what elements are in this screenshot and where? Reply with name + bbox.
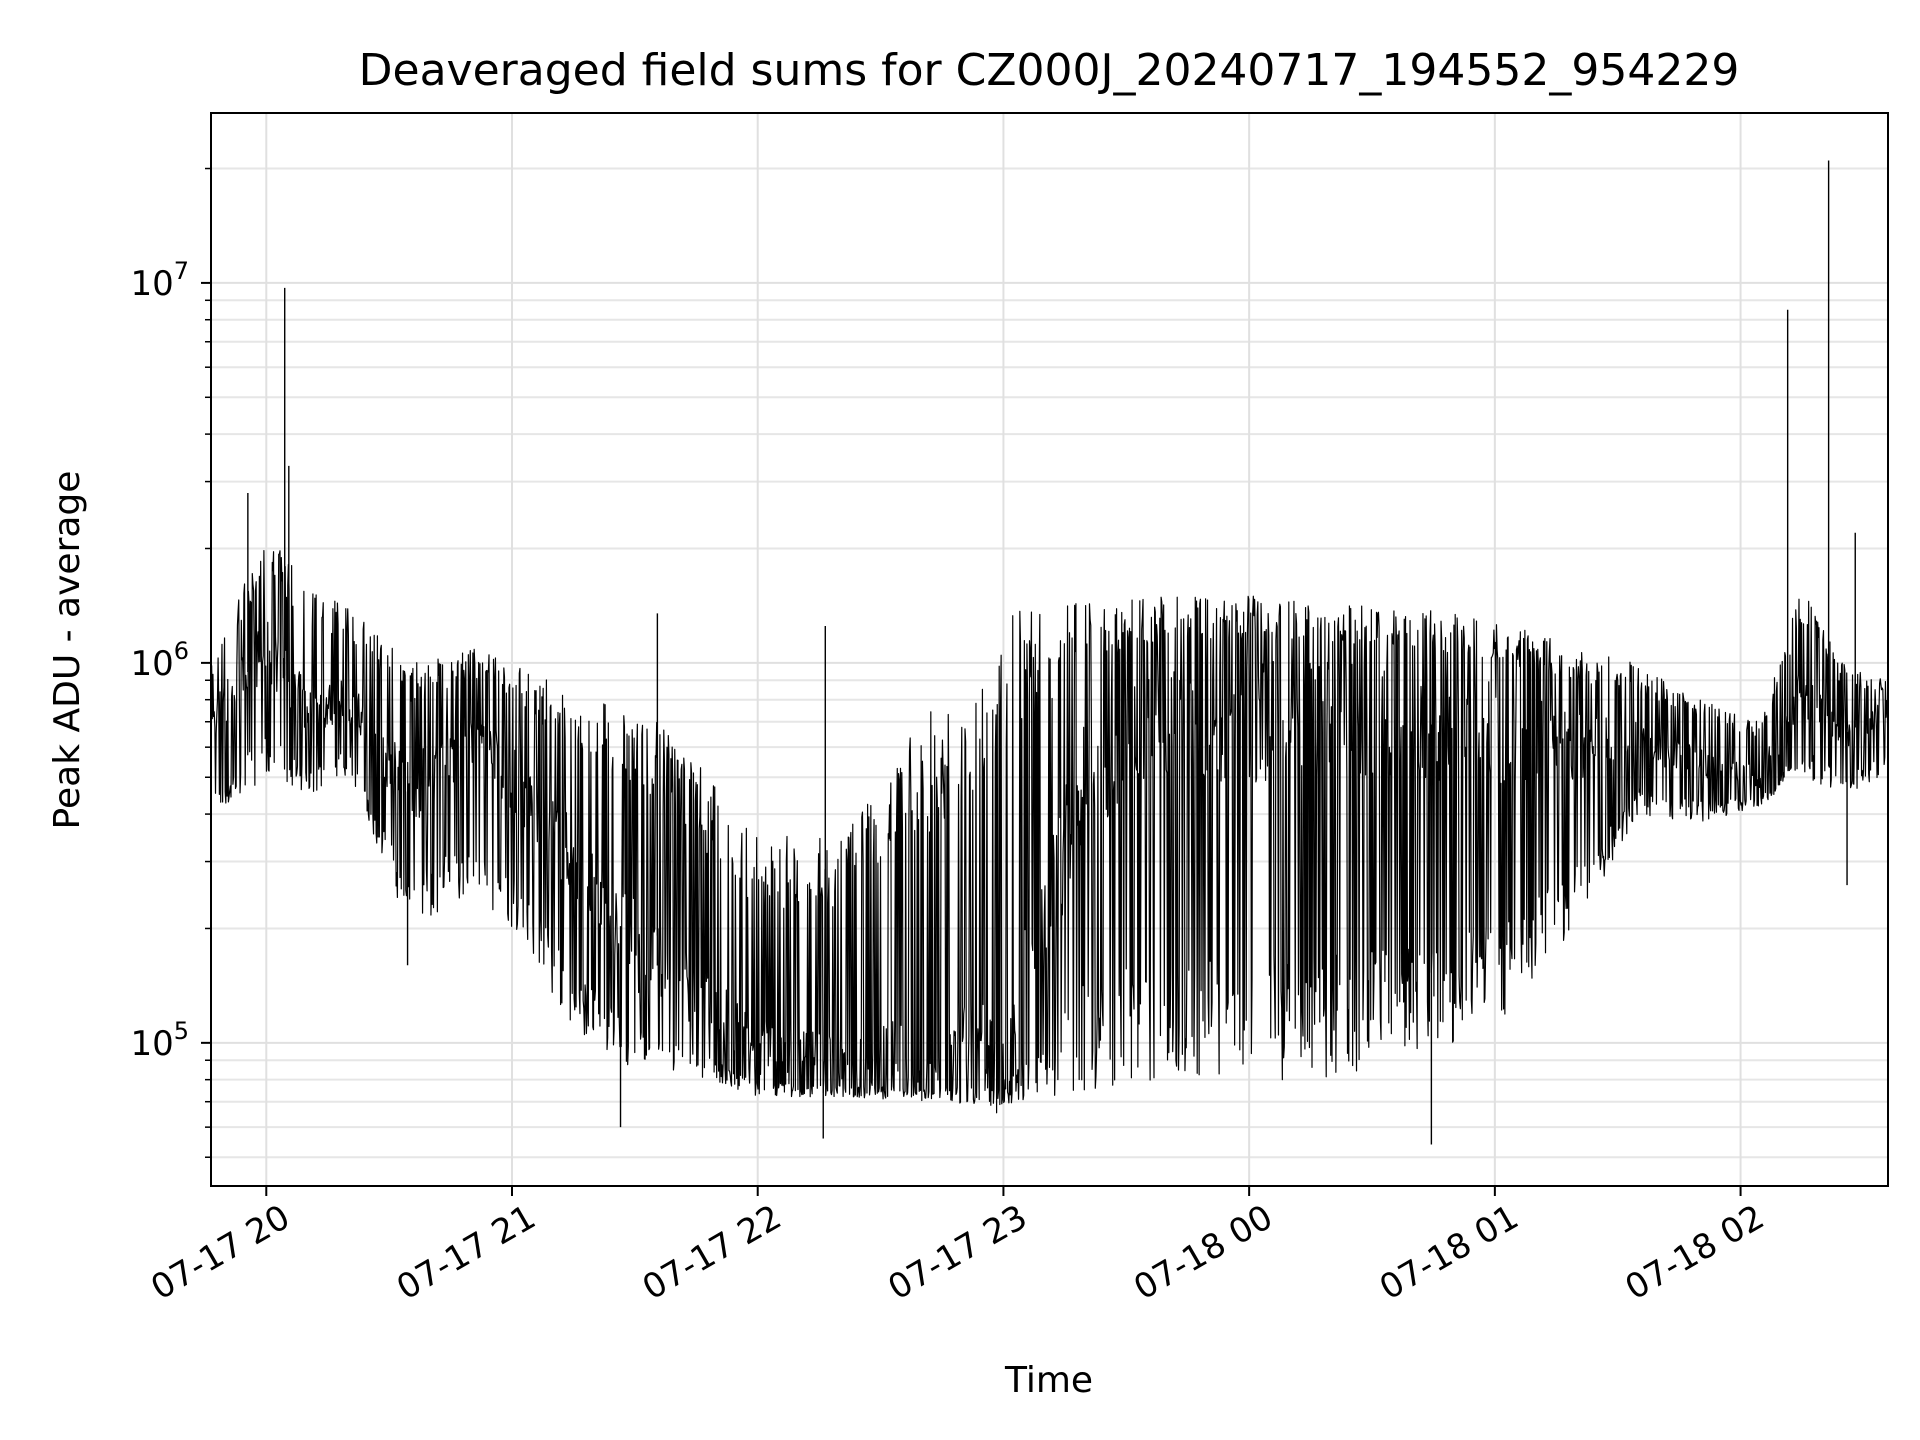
x-axis-label: Time <box>1004 1360 1093 1401</box>
y-tick-base: 10 <box>130 1024 173 1064</box>
series-layer <box>210 160 1889 1145</box>
series-line <box>210 550 1889 1114</box>
y-axis-label: Peak ADU - average <box>47 471 88 830</box>
chart-title: Deaveraged field sums for CZ000J_2024071… <box>359 45 1740 96</box>
y-tick-label: 106 <box>130 637 189 684</box>
plot-frame <box>210 112 1889 1187</box>
y-tick-exponent: 5 <box>174 1017 189 1045</box>
y-tick-exponent: 6 <box>174 637 189 665</box>
y-tick-base: 10 <box>130 264 173 304</box>
y-tick-label: 105 <box>130 1017 189 1064</box>
y-tick-label: 107 <box>130 257 189 304</box>
y-tick-exponent: 7 <box>174 257 189 285</box>
y-tick-base: 10 <box>130 644 173 684</box>
